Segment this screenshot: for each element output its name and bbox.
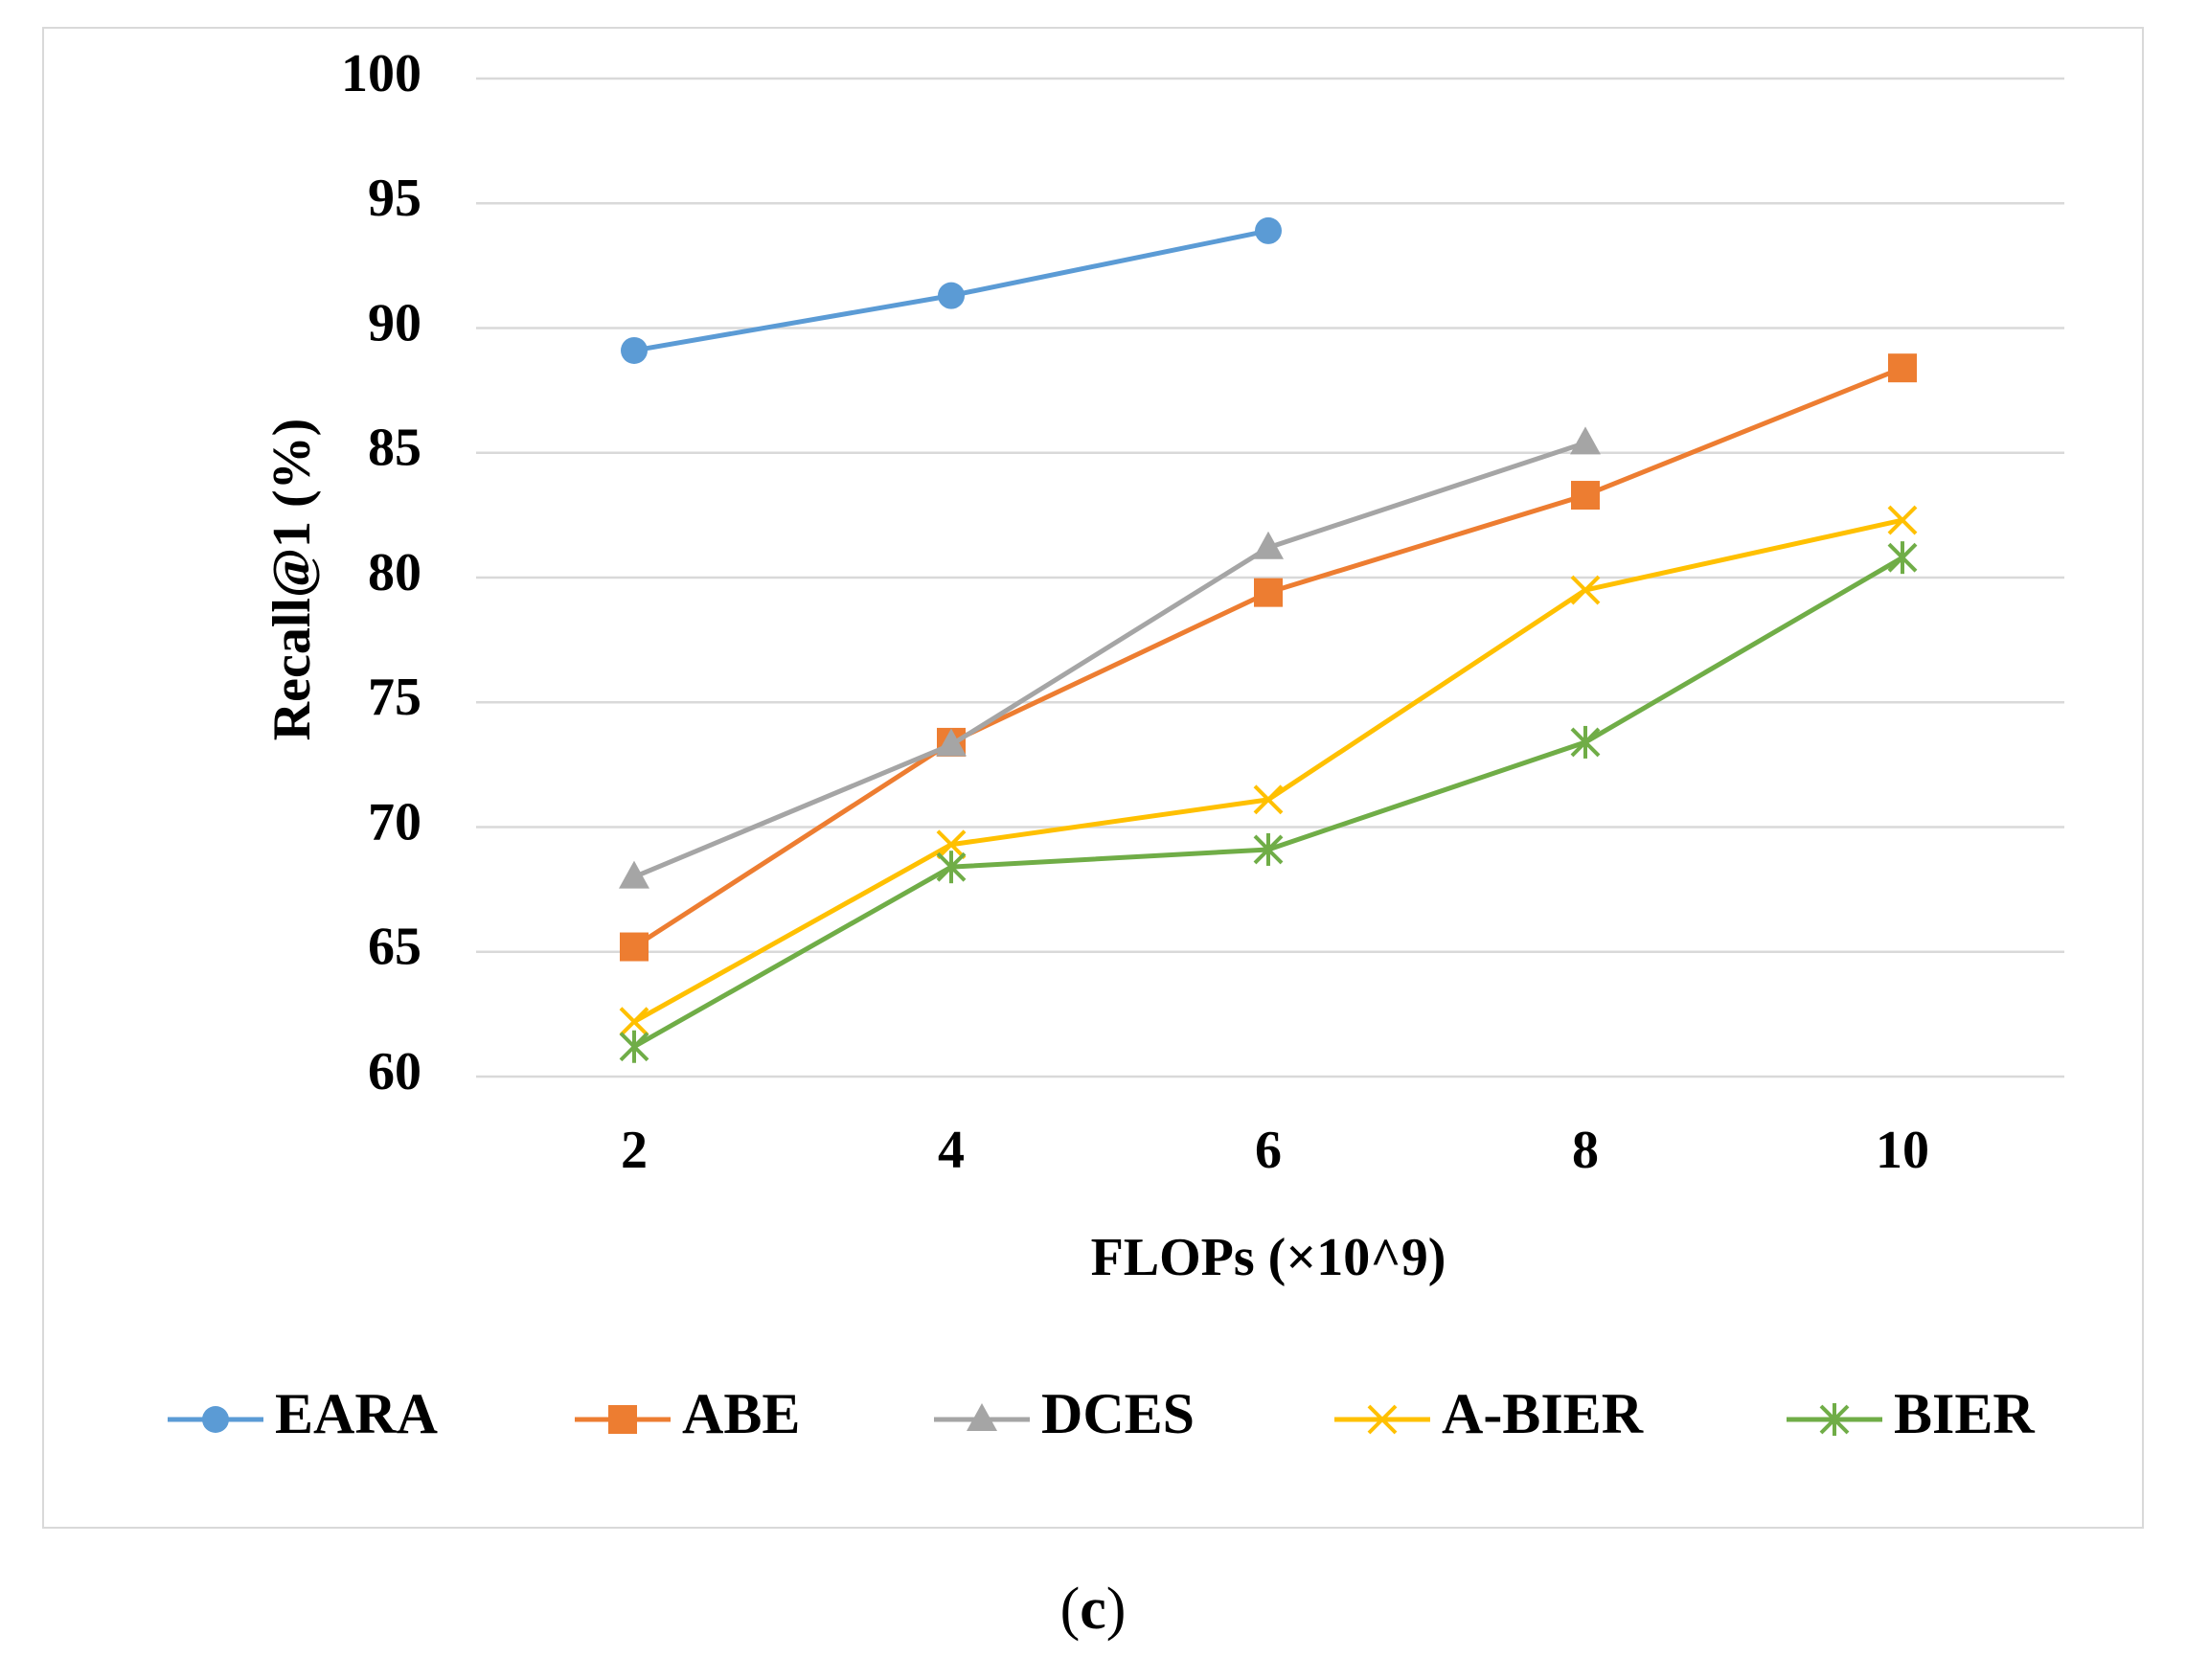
panel-label-close: ) xyxy=(1105,1577,1127,1642)
data-point-bier xyxy=(1887,541,1918,575)
x-tick-label: 10 xyxy=(1876,1121,1929,1180)
series-abe xyxy=(620,353,1917,962)
data-point-eara xyxy=(1255,216,1282,244)
x-tick-label: 6 xyxy=(1255,1121,1282,1180)
legend-label-eara: EARA xyxy=(275,1382,438,1445)
panel-label: (c) xyxy=(0,1576,2186,1644)
y-tick-label: 100 xyxy=(341,44,421,103)
x-tick-label: 2 xyxy=(621,1121,648,1180)
panel-label-letter: c xyxy=(1080,1577,1106,1642)
data-point-bier xyxy=(1570,725,1601,759)
legend-item-abe: ABE xyxy=(575,1382,800,1445)
legend-label-abe: ABE xyxy=(682,1382,800,1445)
data-point-a-bier xyxy=(1253,784,1284,815)
y-axis-tick-labels: 60 65 70 75 80 85 90 95 100 xyxy=(341,44,421,1101)
y-tick-label: 95 xyxy=(368,169,421,228)
x-axis-title: FLOPs (×10^9) xyxy=(1091,1228,1446,1287)
gridlines xyxy=(476,77,2064,1078)
data-point-bier xyxy=(936,851,967,884)
series-line-dces xyxy=(633,440,1586,879)
data-point-a-bier xyxy=(619,1007,649,1037)
y-tick-label: 75 xyxy=(368,668,421,727)
data-point-dces xyxy=(936,728,967,757)
y-axis-title: Recall@1 (%) xyxy=(262,419,322,741)
series-dces xyxy=(619,426,1601,889)
x-axis-tick-labels: 2 4 6 8 10 xyxy=(621,1121,1929,1180)
legend-marker-bier xyxy=(1819,1403,1850,1436)
y-tick-label: 65 xyxy=(368,918,421,977)
data-point-bier xyxy=(619,1030,649,1063)
data-point-dces xyxy=(619,860,649,889)
y-tick-label: 60 xyxy=(368,1042,421,1101)
panel-label-open: ( xyxy=(1059,1577,1081,1642)
series-a-bier xyxy=(619,505,1918,1037)
data-point-a-bier xyxy=(1570,575,1601,605)
y-tick-label: 80 xyxy=(368,543,421,602)
data-point-eara xyxy=(621,336,648,364)
series-group xyxy=(619,216,1918,1063)
series-eara xyxy=(621,216,1282,364)
legend-item-a-bier: A-BIER xyxy=(1334,1382,1644,1445)
data-point-abe xyxy=(1254,578,1283,607)
x-tick-label: 8 xyxy=(1572,1121,1599,1180)
legend-item-eara: EARA xyxy=(168,1382,438,1445)
legend-item-bier: BIER xyxy=(1787,1382,2035,1445)
legend-marker-a-bier xyxy=(1367,1404,1398,1435)
legend-label-bier: BIER xyxy=(1894,1382,2035,1445)
data-point-dces xyxy=(1570,426,1601,455)
data-point-a-bier xyxy=(1887,505,1918,535)
legend-marker-dces xyxy=(967,1403,997,1431)
legend-marker-eara xyxy=(202,1406,229,1433)
y-tick-label: 70 xyxy=(368,792,421,851)
data-point-abe xyxy=(1571,481,1600,511)
data-point-a-bier xyxy=(936,829,967,860)
y-tick-label: 85 xyxy=(368,419,421,478)
legend-marker-abe xyxy=(608,1405,637,1434)
chart-frame xyxy=(42,27,2144,1529)
series-bier xyxy=(619,541,1918,1063)
legend-label-dces: DCES xyxy=(1041,1382,1195,1445)
x-tick-label: 4 xyxy=(938,1121,965,1180)
legend-item-dces: DCES xyxy=(934,1382,1195,1445)
legend: EARA ABE DCES A-BIER BIER xyxy=(168,1382,2035,1445)
data-point-eara xyxy=(938,282,965,309)
data-point-bier xyxy=(1253,832,1284,866)
data-point-abe xyxy=(620,932,649,962)
legend-label-a-bier: A-BIER xyxy=(1442,1382,1644,1445)
data-point-dces xyxy=(1253,531,1284,559)
data-point-abe xyxy=(1888,353,1917,383)
y-tick-label: 90 xyxy=(368,293,421,352)
